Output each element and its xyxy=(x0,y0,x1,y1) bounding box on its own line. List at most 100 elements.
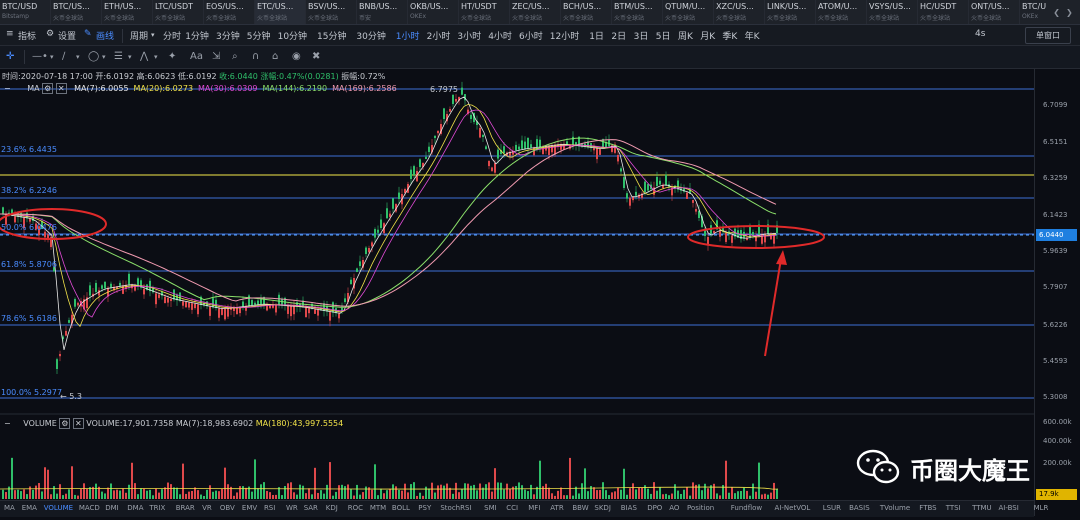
eye-icon[interactable]: ◉ xyxy=(292,51,301,62)
ticker-tab[interactable]: BNB/US... 币安 xyxy=(357,0,408,24)
indicators-button[interactable]: 指标 xyxy=(18,32,37,42)
indicator-tab[interactable]: BIAS xyxy=(620,504,637,512)
indicator-tab[interactable]: CCI xyxy=(506,504,519,512)
timeframe-option[interactable]: 3小时 xyxy=(457,32,482,42)
timeframe-option[interactable]: 3分钟 xyxy=(216,32,240,42)
ticker-tab[interactable]: VSYS/US... 火币全球站 xyxy=(867,0,918,24)
timeframe-option[interactable]: 月K xyxy=(700,32,716,42)
indicator-tab[interactable]: MTM xyxy=(369,504,387,512)
timeframe-option[interactable]: 30分钟 xyxy=(356,32,386,42)
ticker-tab[interactable]: LINK/US... 火币全球站 xyxy=(765,0,816,24)
indicator-tab[interactable]: BASIS xyxy=(849,504,870,512)
ticker-tab[interactable]: OKB/US... OKEx xyxy=(408,0,459,24)
ticker-tab[interactable]: ZEC/US... 火币全球站 xyxy=(510,0,561,24)
ellipse-tool-icon[interactable]: ◯ xyxy=(88,51,100,62)
timeframe-option[interactable]: 4小时 xyxy=(488,32,512,42)
lock-icon[interactable]: ⌂ xyxy=(272,51,279,62)
timeframe-option[interactable]: 15分钟 xyxy=(317,32,347,42)
timeframe-option[interactable]: 10分钟 xyxy=(277,32,308,42)
close-icon[interactable]: ✕ xyxy=(55,83,67,94)
indicator-tab[interactable]: KDJ xyxy=(325,504,338,512)
indicator-tab[interactable]: TTSI xyxy=(945,504,961,512)
indicator-tab[interactable]: ATR xyxy=(550,504,564,512)
refresh-interval[interactable]: 4s xyxy=(975,29,986,39)
settings-icon[interactable]: ⚙ xyxy=(42,83,54,94)
indicator-tab[interactable]: MACD xyxy=(78,504,100,512)
indicator-tab[interactable]: LSUR xyxy=(822,504,842,512)
timeframe-option[interactable]: 季K xyxy=(722,32,738,42)
indicator-tab[interactable]: EMA xyxy=(21,504,37,512)
indicator-tab[interactable]: SAR xyxy=(303,504,318,512)
timeframe-option[interactable]: 6小时 xyxy=(519,32,543,42)
ticker-tab[interactable]: HT/USDT 火币全球站 xyxy=(459,0,510,24)
ticker-tab[interactable]: ATOM/U... 火币全球站 xyxy=(816,0,867,24)
indicator-tab[interactable]: Fundflow xyxy=(730,504,763,512)
magnet-icon[interactable]: ∩ xyxy=(252,51,260,62)
ticker-tab[interactable]: LTC/USDT 火币全球站 xyxy=(153,0,204,24)
indicator-tab[interactable]: AI-NetVOL xyxy=(774,504,811,512)
indicator-tab[interactable]: MFI xyxy=(528,504,541,512)
indicator-tab[interactable]: BOLL xyxy=(391,504,410,512)
chevron-left-icon[interactable]: ❮ xyxy=(1053,7,1060,17)
indicator-tab[interactable]: TVolume xyxy=(879,504,911,512)
timeframe-option[interactable]: 12小时 xyxy=(549,32,580,42)
indicator-tab[interactable]: TTMU xyxy=(972,504,992,512)
indicator-tab[interactable]: AI-BSI xyxy=(998,504,1019,512)
timeframe-option[interactable]: 1日 xyxy=(589,32,604,42)
ticker-tab[interactable]: EOS/US... 火币全球站 xyxy=(204,0,255,24)
indicator-tab[interactable]: EMV xyxy=(241,504,258,512)
ticker-tab[interactable]: BCH/US... 火币全球站 xyxy=(561,0,612,24)
period-dropdown[interactable]: 周期 xyxy=(130,32,149,42)
timeframe-option[interactable]: 5日 xyxy=(655,32,671,42)
gear-icon[interactable]: ⚙ xyxy=(46,29,55,39)
indicator-tab[interactable]: SMI xyxy=(484,504,497,512)
timeframe-option[interactable]: 2日 xyxy=(611,32,627,42)
indicator-tab[interactable]: ROC xyxy=(347,504,364,512)
timeframe-option[interactable]: 周K xyxy=(678,32,693,42)
chevron-right-icon[interactable]: ❯ xyxy=(1066,7,1073,17)
settings-icon[interactable]: ⚙ xyxy=(59,418,71,429)
crosshair-icon[interactable]: ✛ xyxy=(6,51,15,62)
ticker-tab[interactable]: HC/USDT 火币全球站 xyxy=(918,0,969,24)
trash-icon[interactable]: ✖ xyxy=(312,51,321,62)
price-chart[interactable]: 时间:2020-07-18 17:00 开:6.0192 高:6.0623 低:… xyxy=(0,69,1034,516)
fibonacci-icon[interactable]: ☰ xyxy=(114,51,123,62)
pencil-icon[interactable]: ✎ xyxy=(84,29,92,39)
indicator-tab[interactable]: StochRSI xyxy=(440,504,472,512)
indicator-tab[interactable]: MLR xyxy=(1033,504,1049,512)
indicator-tab[interactable]: VR xyxy=(202,504,212,512)
indicator-tab[interactable]: Position xyxy=(686,504,715,512)
indicator-tab[interactable]: OBV xyxy=(219,504,235,512)
ticker-tab[interactable]: BTC/USD Bitstamp xyxy=(0,0,51,24)
ticker-tab[interactable]: ETC/US... 火币全球站 xyxy=(255,0,306,24)
drawing-button[interactable]: 画线 xyxy=(96,32,115,42)
brush-icon[interactable]: ✦ xyxy=(168,51,177,62)
indicator-tab[interactable]: TRIX xyxy=(149,504,166,512)
ticker-tab[interactable]: BSV/US... 火币全球站 xyxy=(306,0,357,24)
ticker-tab[interactable]: XZC/US... 火币全球站 xyxy=(714,0,765,24)
timeframe-option[interactable]: 年K xyxy=(744,32,760,42)
indicator-tab[interactable]: DPO xyxy=(647,504,663,512)
ticker-tab[interactable]: BTC/US... 火币全球站 xyxy=(51,0,102,24)
ticker-tab[interactable]: ONT/US... 火币全球站 xyxy=(969,0,1020,24)
window-mode-button[interactable]: 单窗口 xyxy=(1025,27,1071,44)
price-axis[interactable]: 6.7099 6.5151 6.3259 6.1423 5.9639 5.7907 5.62… xyxy=(1034,69,1080,516)
indicator-tab[interactable]: MA xyxy=(4,504,15,512)
indicator-tab[interactable]: RSI xyxy=(263,504,276,512)
collapse-icon[interactable]: − xyxy=(4,419,11,428)
zoom-icon[interactable]: ⌕ xyxy=(232,51,238,62)
pattern-tool-icon[interactable]: ⋀ xyxy=(140,51,149,62)
settings-button[interactable]: 设置 xyxy=(58,32,77,42)
indicator-tab[interactable]: BRAR xyxy=(175,504,195,512)
indicator-tab[interactable]: VOLUME xyxy=(43,504,74,512)
ticker-tab[interactable]: BTM/US... 火币全球站 xyxy=(612,0,663,24)
indicator-tab[interactable]: FTBS xyxy=(919,504,937,512)
measure-icon[interactable]: ⇲ xyxy=(212,51,221,62)
line-tool-icon[interactable]: —• xyxy=(32,51,48,62)
timeframe-option[interactable]: 5分钟 xyxy=(246,32,271,42)
collapse-icon[interactable]: − xyxy=(4,84,11,93)
indicator-tab[interactable]: WR xyxy=(286,504,298,512)
indicator-tab[interactable]: DMI xyxy=(105,504,119,512)
indicator-tab[interactable]: AO xyxy=(669,504,680,512)
close-icon[interactable]: ✕ xyxy=(73,418,84,429)
